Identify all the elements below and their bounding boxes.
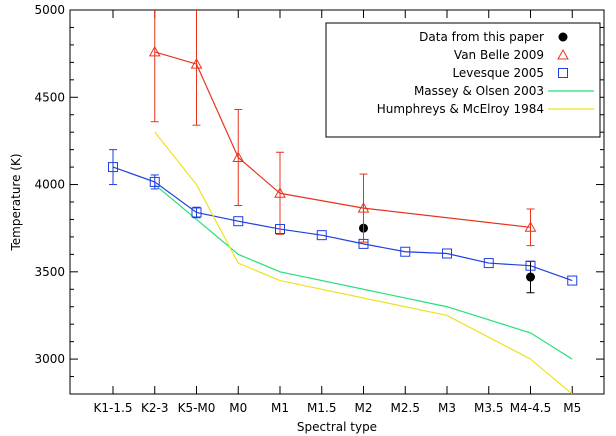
legend-swatch-marker [558,68,568,78]
series-line-2 [112,166,573,282]
series-marks [108,10,578,294]
y-tick-label: 4500 [34,90,65,104]
x-tick-label: M5 [563,401,581,415]
x-tick-label: M1.5 [307,401,336,415]
x-tick-label: M2.5 [391,401,420,415]
data-point [442,248,452,259]
series-line-3 [154,184,573,360]
data-point [148,45,161,57]
legend-label: Van Belle 2009 [454,48,544,62]
legend-label: Data from this paper [419,30,544,44]
legend-label: Levesque 2005 [452,66,544,80]
x-tick-label: K2-3 [141,401,168,415]
data-point [233,216,244,227]
x-tick-label: M1 [271,401,289,415]
data-point [108,162,118,173]
data-point [567,275,578,286]
data-point [526,272,535,282]
legend-swatch-marker [558,32,568,42]
x-tick-label: M3.5 [474,401,503,415]
x-axis: K1-1.5 K2-3 K5-M0 M0 M1 M1.5 M2 M2.5 M3 M3.5 M4-4.… [94,10,581,415]
legend: Data from this paper Van Belle 2009 Levesq… [325,22,601,138]
series-line-4 [154,131,573,394]
x-tick-label: M4-4.5 [510,401,551,415]
legend-label: Massey & Olsen 2003 [414,84,544,98]
series-lines [112,51,573,394]
data-point [191,207,202,218]
x-tick-label: K5-M0 [178,401,216,415]
x-tick-label: M3 [438,401,456,415]
x-tick-label: M0 [229,401,247,415]
data-point [483,258,494,269]
data-point [232,151,245,162]
data-point [358,238,369,249]
legend-box [325,22,601,138]
data-point [400,246,411,257]
data-point [316,230,327,241]
data-point [275,224,285,235]
y-axis: 3000 3500 4000 4500 5000 [34,3,604,395]
legend-swatch-marker [557,48,569,60]
x-tick-label: K1-1.5 [94,401,133,415]
y-tick-label: 3000 [34,352,65,366]
legend-label: Humphreys & McElroy 1984 [377,102,544,116]
x-axis-title: Spectral type [297,420,377,434]
y-tick-label: 5000 [34,3,65,17]
data-point [525,260,536,271]
y-axis-title: Temperature (K) [9,153,23,251]
data-point [524,221,537,232]
data-point [357,202,370,213]
y-tick-label: 4000 [34,178,65,192]
y-tick-label: 3500 [34,265,65,279]
x-tick-label: M2 [355,401,373,415]
series-line-1 [154,51,531,228]
data-point [149,176,160,187]
data-point [274,187,286,198]
data-point [190,58,203,69]
